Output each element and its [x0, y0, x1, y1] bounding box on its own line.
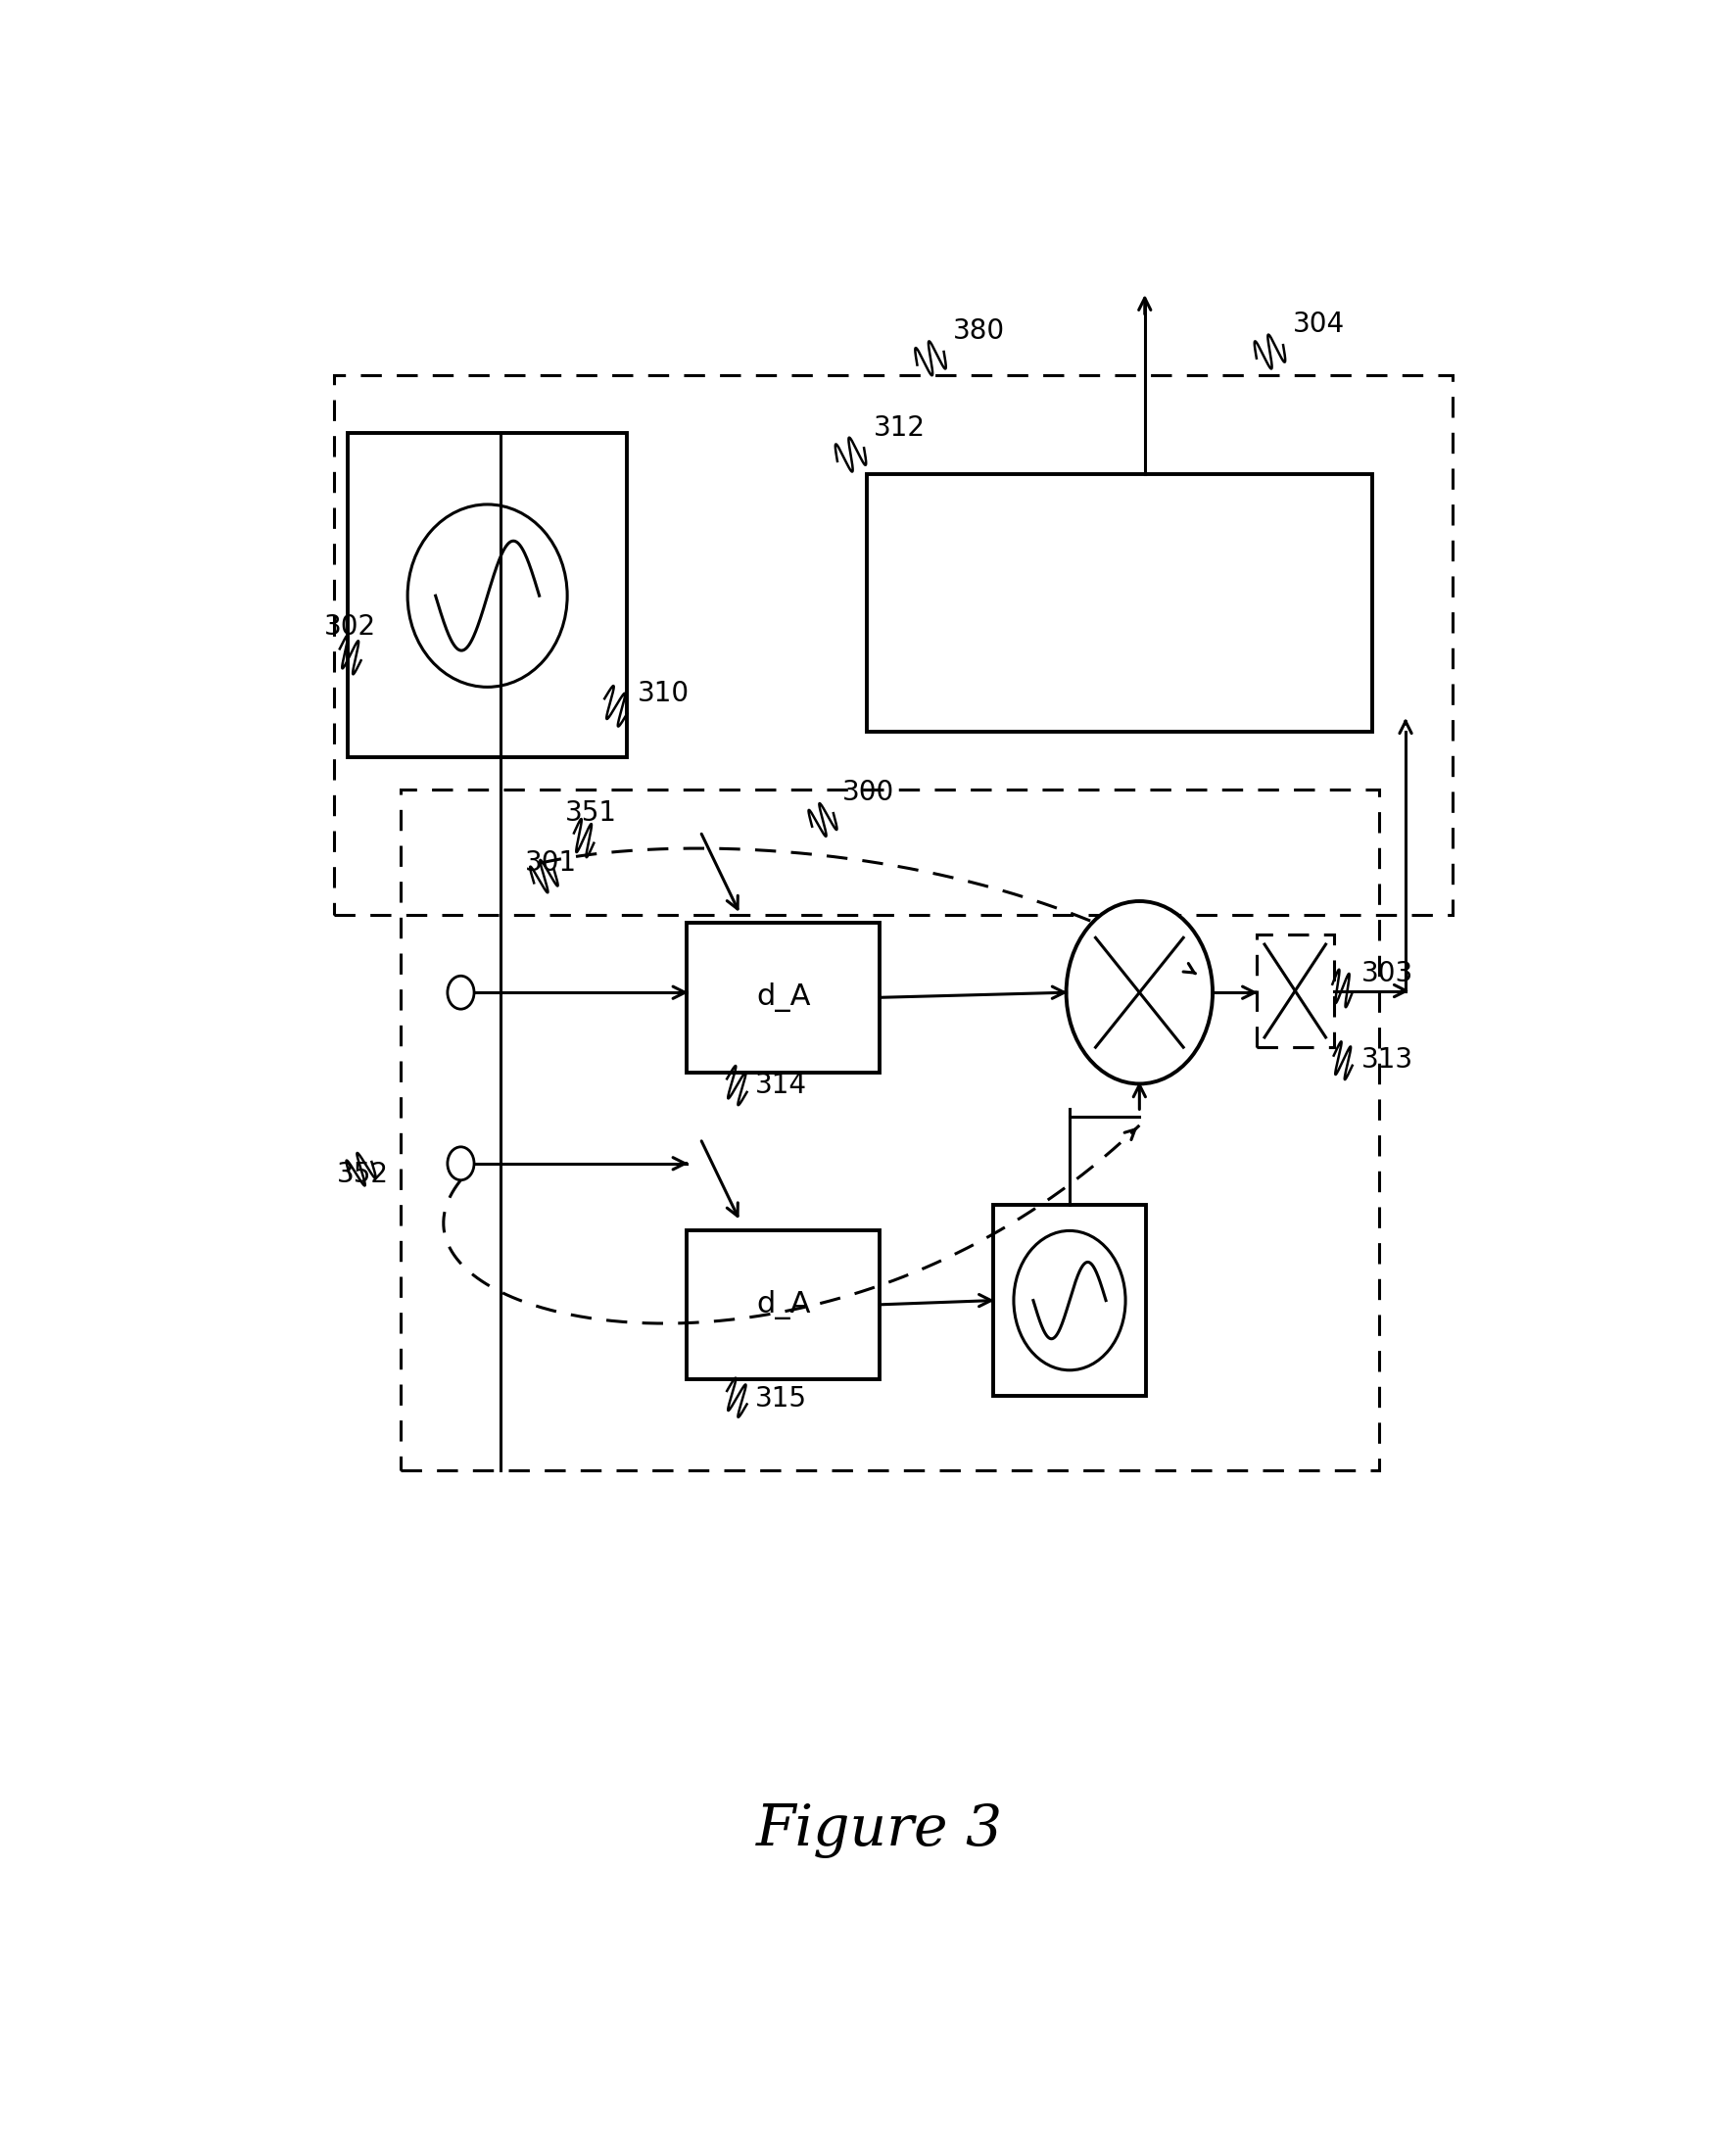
- Bar: [687, 923, 879, 1072]
- Bar: [402, 789, 1379, 1470]
- Circle shape: [448, 1147, 474, 1179]
- Text: d_A: d_A: [755, 983, 810, 1011]
- Text: 380: 380: [953, 317, 1004, 345]
- Text: 313: 313: [1362, 1046, 1413, 1074]
- Text: 303: 303: [1362, 959, 1413, 987]
- Text: Figure 3: Figure 3: [757, 1802, 1003, 1858]
- Bar: [867, 474, 1372, 731]
- Text: 351: 351: [565, 800, 616, 826]
- Bar: [335, 375, 1453, 914]
- Bar: [347, 433, 627, 757]
- Text: d_A: d_A: [755, 1289, 810, 1319]
- Bar: [687, 1229, 879, 1380]
- Text: 352: 352: [337, 1160, 390, 1188]
- Text: 310: 310: [637, 679, 690, 707]
- Text: 314: 314: [755, 1072, 807, 1100]
- Circle shape: [448, 977, 474, 1009]
- Text: 302: 302: [325, 612, 376, 640]
- Bar: [1257, 934, 1334, 1048]
- Text: 300: 300: [843, 778, 895, 806]
- Bar: [992, 1205, 1145, 1395]
- Circle shape: [1013, 1231, 1125, 1371]
- Text: 312: 312: [874, 414, 925, 442]
- Text: 304: 304: [1293, 310, 1344, 338]
- Text: 301: 301: [525, 849, 577, 875]
- Text: 315: 315: [755, 1384, 807, 1412]
- Circle shape: [1066, 901, 1212, 1084]
